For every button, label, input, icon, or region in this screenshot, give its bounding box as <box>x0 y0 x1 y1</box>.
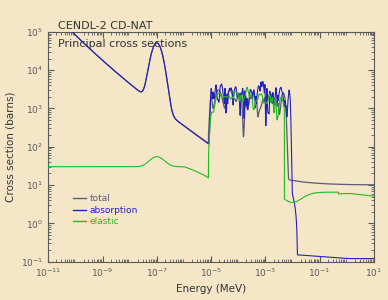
total <box>288 178 292 182</box>
elastic <box>62 165 67 169</box>
absorption <box>288 92 292 95</box>
Line: absorption: absorption <box>48 20 374 259</box>
absorption <box>239 92 243 95</box>
elastic <box>253 102 258 106</box>
absorption <box>305 254 309 257</box>
Y-axis label: Cross section (barns): Cross section (barns) <box>5 92 16 202</box>
elastic <box>290 201 295 204</box>
absorption <box>164 73 168 76</box>
total <box>305 181 309 184</box>
absorption <box>62 23 67 26</box>
total <box>372 183 376 187</box>
elastic <box>245 85 249 89</box>
Line: total: total <box>48 20 374 185</box>
absorption <box>46 18 50 22</box>
total <box>253 98 258 101</box>
Legend: total, absorption, elastic: total, absorption, elastic <box>69 191 142 230</box>
elastic <box>239 93 243 97</box>
elastic <box>164 160 168 164</box>
elastic <box>46 165 50 169</box>
absorption <box>372 257 376 260</box>
elastic <box>305 194 310 197</box>
total <box>62 23 67 26</box>
absorption <box>345 257 349 260</box>
X-axis label: Energy (MeV): Energy (MeV) <box>176 284 246 294</box>
absorption <box>253 103 258 106</box>
Line: elastic: elastic <box>48 87 374 202</box>
elastic <box>288 200 292 204</box>
total <box>46 18 50 22</box>
Text: Principal cross sections: Principal cross sections <box>58 39 187 49</box>
Text: CENDL-2 CD-NAT: CENDL-2 CD-NAT <box>58 21 152 31</box>
total <box>164 73 168 76</box>
total <box>239 93 243 97</box>
elastic <box>372 194 376 198</box>
